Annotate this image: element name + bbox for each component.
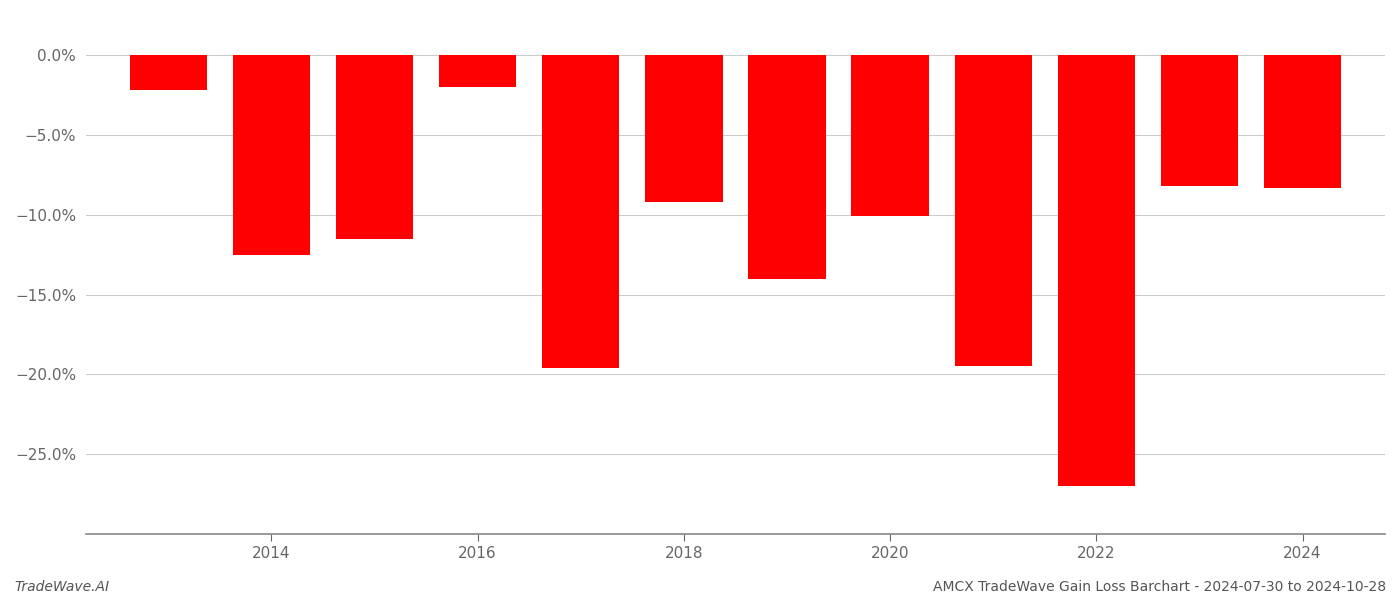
Bar [851, 55, 928, 216]
Bar [645, 55, 722, 202]
Text: TradeWave.AI: TradeWave.AI [14, 580, 109, 594]
Bar [1057, 55, 1135, 486]
Bar [1161, 55, 1238, 186]
Bar [336, 55, 413, 239]
Bar [542, 55, 619, 368]
Bar [440, 55, 517, 87]
Bar [749, 55, 826, 278]
Bar [955, 55, 1032, 367]
Bar [130, 55, 207, 90]
Bar [1264, 55, 1341, 188]
Bar [232, 55, 311, 254]
Text: AMCX TradeWave Gain Loss Barchart - 2024-07-30 to 2024-10-28: AMCX TradeWave Gain Loss Barchart - 2024… [932, 580, 1386, 594]
